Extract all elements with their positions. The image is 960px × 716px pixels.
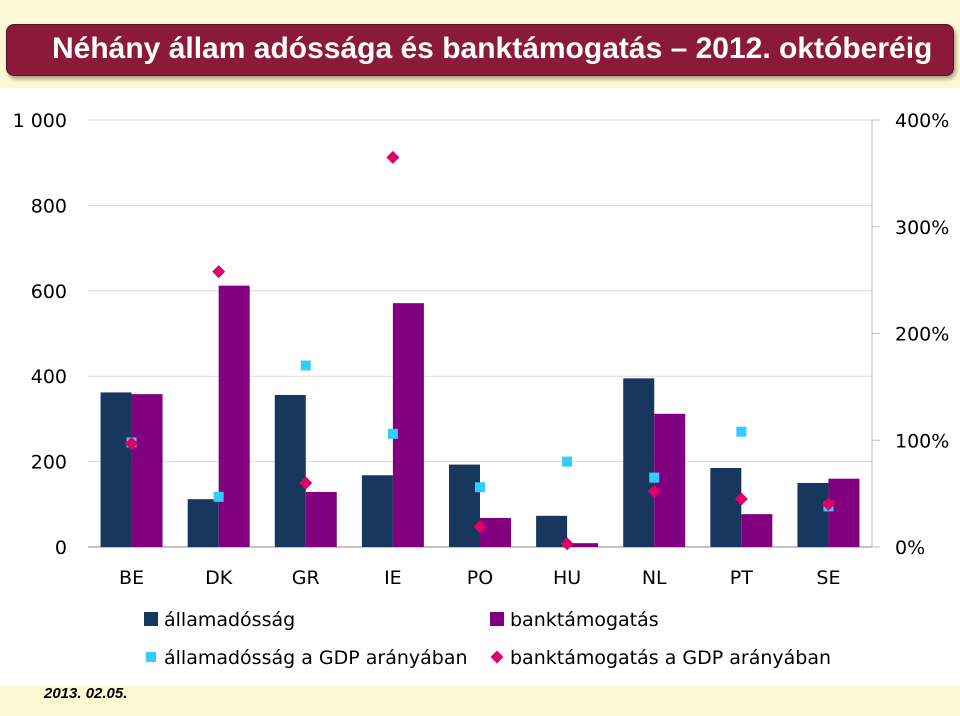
- bar: [449, 464, 480, 547]
- chart-panel: 0 200 400 600 800 1 000 0% 100% 200% 300% 400% BE DK…: [0, 88, 960, 686]
- marker-square: [387, 428, 398, 439]
- bar: [100, 392, 132, 547]
- bar: [567, 543, 599, 547]
- marker-diamond: [821, 497, 835, 511]
- y-right-tick-label: 300%: [895, 217, 949, 239]
- y-right-tick-label: 0%: [895, 537, 925, 559]
- y-left-tick-label: 200: [31, 452, 67, 474]
- legend-label: államadósság a GDP arányában: [164, 647, 468, 669]
- marker-diamond: [125, 436, 139, 450]
- legend-label: államadósság: [164, 609, 295, 631]
- y-left-tick-label: 400: [31, 366, 67, 388]
- y-left-tick-label: 0: [55, 537, 67, 559]
- bar: [131, 394, 163, 547]
- marker-square: [562, 456, 573, 467]
- bar: [828, 478, 860, 547]
- y-right-tick-label: 200%: [895, 324, 949, 346]
- bar: [710, 468, 742, 547]
- legend-swatch: [490, 612, 504, 626]
- bar: [623, 378, 655, 547]
- bar: [480, 517, 511, 547]
- x-tick-label: GR: [292, 567, 320, 589]
- x-tick-label: BE: [119, 567, 144, 589]
- x-tick-label: DK: [205, 567, 233, 589]
- y-right-tick-label: 100%: [895, 430, 949, 452]
- chart: 0 200 400 600 800 1 000 0% 100% 200% 300% 400% BE DK…: [13, 110, 950, 669]
- x-tick-label: PT: [730, 567, 753, 589]
- y-left-tick-label: 600: [31, 281, 67, 303]
- marker-square: [213, 491, 224, 502]
- y-left-tick-label: 1 000: [13, 110, 67, 132]
- x-tick-label: IE: [384, 567, 402, 589]
- marker-square: [300, 360, 311, 371]
- bar: [536, 515, 568, 547]
- marker-square: [649, 472, 660, 483]
- marker-diamond: [560, 537, 574, 551]
- marker-diamond: [386, 150, 400, 164]
- marker-diamond: [473, 520, 487, 534]
- footer-date: 2013. 02.05.: [44, 685, 128, 702]
- x-tick-label: NL: [642, 567, 667, 589]
- legend-label: banktámogatás: [510, 609, 659, 631]
- bar: [797, 482, 829, 547]
- bar: [305, 491, 337, 547]
- marker-diamond: [212, 265, 226, 279]
- x-tick-label: SE: [816, 567, 840, 589]
- marker-square: [736, 426, 747, 437]
- legend-swatch: [146, 652, 156, 662]
- bar: [274, 394, 306, 547]
- y-right-tick-label: 400%: [895, 110, 949, 132]
- marker-diamond: [299, 476, 313, 490]
- legend-label: banktámogatás a GDP arányában: [510, 647, 831, 669]
- title-bar: [6, 24, 954, 76]
- y-left-tick-label: 800: [31, 195, 67, 217]
- page-title: Néhány állam adóssága és banktámogatás –…: [52, 32, 933, 65]
- legend-swatch: [490, 650, 504, 664]
- bar: [392, 303, 424, 547]
- bar: [187, 499, 219, 547]
- marker-diamond: [734, 492, 748, 506]
- marker-diamond: [647, 484, 661, 498]
- x-tick-label: PO: [467, 567, 493, 589]
- bar: [361, 475, 393, 547]
- x-tick-label: HU: [553, 567, 581, 589]
- bar: [218, 285, 250, 547]
- marker-square: [475, 482, 485, 493]
- bar: [741, 514, 773, 547]
- legend-swatch: [144, 612, 158, 626]
- bar: [654, 413, 686, 547]
